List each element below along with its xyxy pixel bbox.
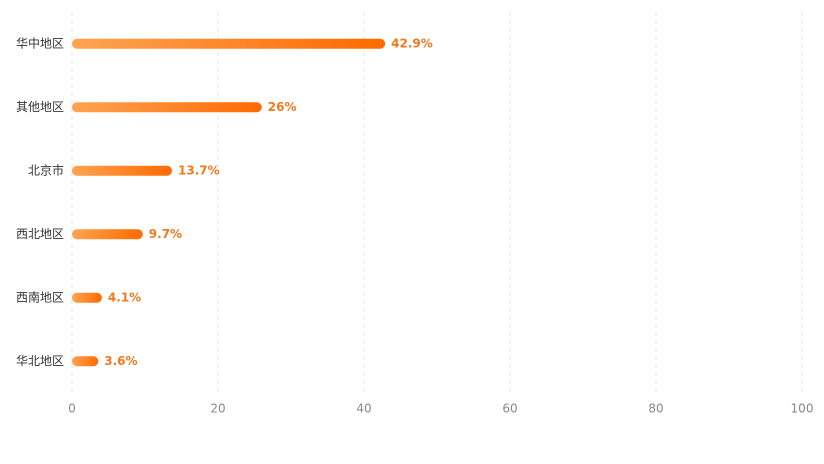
value-label: 13.7% xyxy=(178,163,220,177)
x-tick-label: 20 xyxy=(210,402,225,416)
y-tick-label: 其他地区 xyxy=(16,100,64,114)
y-tick-label: 华北地区 xyxy=(16,354,64,368)
x-tick-label: 100 xyxy=(791,402,814,416)
bar xyxy=(72,165,173,176)
y-tick-label: 北京市 xyxy=(28,162,64,177)
x-tick-label: 40 xyxy=(356,402,371,416)
value-label: 3.6% xyxy=(104,354,137,368)
y-tick-label: 西北地区 xyxy=(16,227,64,241)
value-label: 9.7% xyxy=(149,227,182,241)
x-tick-label: 60 xyxy=(502,402,517,416)
x-tick-label: 0 xyxy=(68,402,76,416)
bar xyxy=(72,102,262,113)
value-label: 42.9% xyxy=(391,36,433,50)
value-label: 26% xyxy=(268,100,297,114)
y-tick-label: 华中地区 xyxy=(16,35,64,50)
value-label: 4.1% xyxy=(108,290,141,304)
x-tick-label: 80 xyxy=(648,402,663,416)
bar xyxy=(72,292,102,303)
bar xyxy=(72,356,99,367)
bar xyxy=(72,229,143,240)
y-tick-label: 西南地区 xyxy=(16,289,64,304)
bar xyxy=(72,38,386,49)
